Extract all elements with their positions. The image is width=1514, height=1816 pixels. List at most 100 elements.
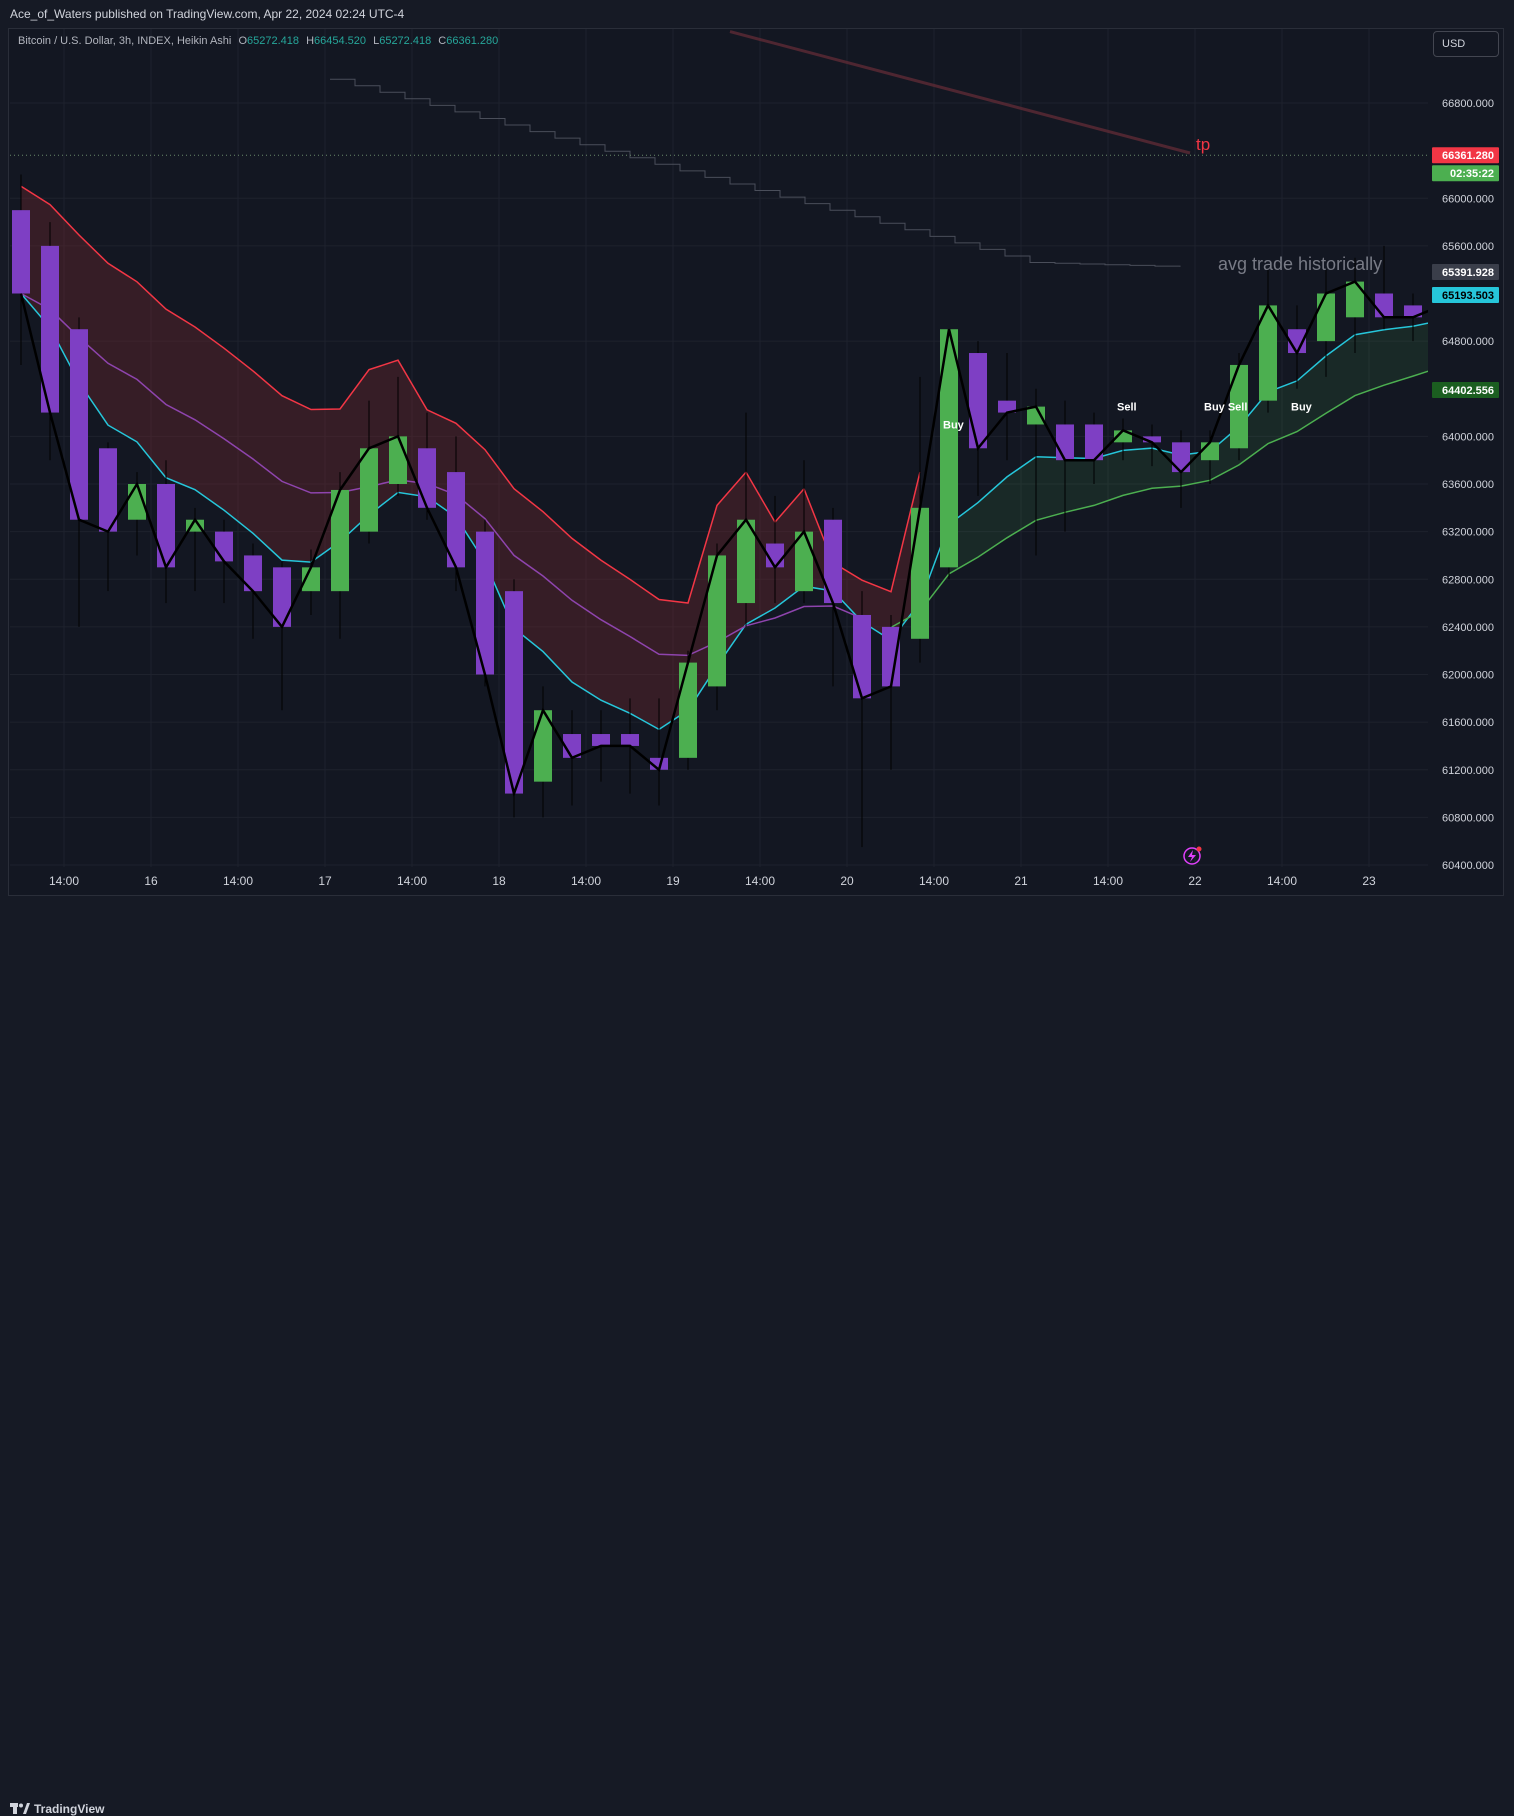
bear-candle: [1143, 436, 1161, 443]
bear-candle: [215, 531, 233, 562]
signal-label: Buy Sell: [1204, 402, 1247, 414]
signal-label: Buy: [1291, 402, 1313, 414]
price-label-text: 65193.503: [1442, 290, 1494, 302]
low-label: L: [373, 35, 380, 47]
grid-lines: [10, 29, 1428, 867]
price-tick-label: 63200.000: [1442, 527, 1494, 539]
price-label-box: [1432, 147, 1499, 164]
signal-label: Buy: [943, 419, 965, 431]
bull-candle: [534, 710, 552, 782]
bear-candle: [1375, 293, 1393, 318]
chart-canvas[interactable]: Buy Sell Buy Sell Buy 66800.000 66000.000 656…: [0, 0, 1514, 931]
indicator-overlays: [10, 30, 1428, 731]
price-label-box: [1432, 165, 1499, 182]
close-label: C: [438, 35, 447, 47]
bull-candle: [940, 329, 958, 568]
time-tick-label: 14:00: [1267, 874, 1297, 888]
price-label-text: 64402.556: [1442, 385, 1494, 397]
bull-candle: [1259, 305, 1277, 401]
time-tick-label: 14:00: [745, 874, 775, 888]
bear-candle: [650, 757, 668, 770]
price-label-box: [1432, 382, 1499, 398]
price-label-text: 66361.280: [1442, 150, 1494, 162]
high-value: 66454.520: [314, 35, 367, 47]
bull-candle: [331, 489, 349, 592]
time-tick-label: 20: [840, 874, 854, 888]
price-label-text: 65391.928: [1442, 267, 1494, 279]
avg-trade-line: [330, 78, 1181, 267]
bull-candle: [708, 555, 726, 687]
bull-candle: [360, 448, 378, 532]
price-axis[interactable]: 66800.000 66000.000 65600.000 64800.000 6400…: [1432, 98, 1499, 872]
time-tick-label: 14:00: [49, 874, 79, 888]
time-tick-label: 14:00: [397, 874, 427, 888]
top-bar: Ace_of_Waters published on TradingView.c…: [0, 0, 1514, 28]
price-tick-label: 62400.000: [1442, 622, 1494, 634]
time-tick-label: 17: [318, 874, 332, 888]
symbol-description[interactable]: Bitcoin / U.S. Dollar, 3h, INDEX, Heikin…: [18, 35, 232, 47]
bull-candle: [389, 436, 407, 484]
bull-candle: [1433, 305, 1451, 317]
time-tick-label: 18: [492, 874, 506, 888]
bull-candle: [737, 519, 755, 604]
bull-candle: [302, 567, 320, 592]
price-tick-label: 63600.000: [1442, 479, 1494, 491]
bull-candle: [795, 531, 813, 592]
price-tick-label: 61600.000: [1442, 717, 1494, 729]
bear-candle: [505, 591, 523, 794]
low-value: 65272.418: [379, 35, 432, 47]
avg-trade-annotation: avg trade historically: [1218, 254, 1382, 274]
time-tick-label: 23: [1362, 874, 1376, 888]
price-label-box: [1432, 264, 1499, 280]
tradingview-logo[interactable]: TradingView: [10, 1802, 104, 1816]
lightning-icon-dot: [1196, 846, 1202, 852]
bull-candle: [911, 507, 929, 639]
price-label-box: [1432, 287, 1499, 303]
bearish-cloud: [21, 186, 920, 730]
signal-labels: Buy Sell Buy Sell Buy: [943, 402, 1313, 432]
close-price-line: [19, 280, 1428, 799]
time-tick-label: 14:00: [1093, 874, 1123, 888]
symbol-legend[interactable]: Bitcoin / U.S. Dollar, 3h, INDEX, Heikin…: [18, 35, 498, 47]
green-ma-line: [890, 370, 1428, 629]
bull-candle: [1114, 430, 1132, 443]
publisher-info: Ace_of_Waters published on TradingView.c…: [10, 7, 405, 21]
time-tick-label: 14:00: [571, 874, 601, 888]
lightning-icon: [1183, 846, 1202, 865]
bear-candle: [1404, 305, 1422, 318]
time-tick-label: 14:00: [223, 874, 253, 888]
lightning-icon-ring: [1183, 847, 1201, 865]
time-tick-label: 21: [1014, 874, 1028, 888]
open-label: O: [238, 35, 247, 47]
price-lines: [19, 280, 1428, 799]
bear-candle: [592, 734, 610, 746]
bear-candle: [969, 353, 987, 449]
bear-candle: [273, 567, 291, 627]
price-tick-label: 60400.000: [1442, 860, 1494, 872]
bear-candle: [41, 245, 59, 413]
price-tick-label: 64000.000: [1442, 431, 1494, 443]
bear-candle: [853, 614, 871, 699]
bear-candle: [824, 519, 842, 604]
high-label: H: [306, 35, 315, 47]
bear-candle: [1085, 424, 1103, 461]
tp-annotation: tp: [1196, 135, 1210, 154]
tradingview-logo-icon: [10, 1803, 30, 1814]
bear-candle: [476, 531, 494, 675]
price-tick-label: 61200.000: [1442, 765, 1494, 777]
price-tick-label: 60800.000: [1442, 812, 1494, 824]
bull-candle: [1230, 364, 1248, 449]
time-tick-label: 16: [144, 874, 158, 888]
bear-candle: [418, 448, 436, 508]
time-tick-label: 19: [666, 874, 680, 888]
open-value: 65272.418: [247, 35, 299, 47]
bull-candle: [186, 519, 204, 532]
time-axis[interactable]: 14:00 16 14:00 17 14:00 18 14:00 19 14:00 20 14:00…: [49, 874, 1376, 888]
bull-candle: [1346, 281, 1364, 318]
currency-button[interactable]: USD: [1433, 31, 1499, 57]
price-tick-label: 64800.000: [1442, 336, 1494, 348]
price-tick-label: 66800.000: [1442, 98, 1494, 110]
bear-candle: [157, 484, 175, 568]
bear-candle: [882, 626, 900, 687]
long-term-band: [729, 30, 1191, 155]
